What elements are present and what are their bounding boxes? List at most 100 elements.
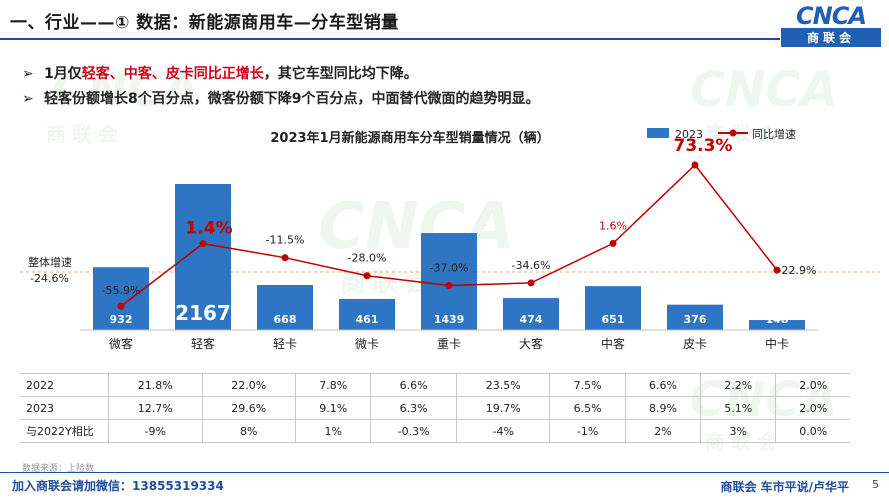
bar-label: 148 bbox=[766, 313, 789, 326]
bar-label: 474 bbox=[520, 313, 543, 326]
bar-7 bbox=[667, 304, 723, 330]
watermark-mark: CNCA bbox=[52, 62, 200, 118]
x-tick-label: 轻客 bbox=[191, 336, 215, 351]
logo-text: 商联会 bbox=[781, 28, 881, 47]
row-label: 2023 bbox=[20, 396, 109, 420]
footer-contact: 加入商联会请加微信：13855319334 bbox=[12, 479, 224, 493]
bar-0 bbox=[93, 267, 149, 330]
x-tick-label: 重卡 bbox=[437, 337, 461, 351]
footer-divider bbox=[0, 472, 889, 473]
growth-point bbox=[199, 240, 207, 248]
table-cell: 2.0% bbox=[775, 373, 850, 397]
bar-label: 932 bbox=[110, 313, 133, 326]
table-cell: 29.6% bbox=[201, 396, 296, 420]
x-tick-label: 轻卡 bbox=[273, 337, 297, 351]
bar-3 bbox=[339, 298, 395, 330]
table-cell: 3% bbox=[700, 419, 776, 443]
growth-label: -28.0% bbox=[348, 252, 387, 265]
growth-point bbox=[281, 254, 289, 262]
growth-label: 1.4% bbox=[185, 219, 232, 239]
data-source: 数据来源：上险数 bbox=[22, 464, 95, 474]
table-cell: -1% bbox=[549, 419, 626, 443]
growth-label: -34.6% bbox=[512, 259, 551, 272]
bar-label: 651 bbox=[602, 313, 625, 326]
x-tick-label: 皮卡 bbox=[683, 337, 707, 351]
table-cell: 9.1% bbox=[295, 396, 371, 420]
table-cell: 2% bbox=[624, 419, 701, 443]
row-label: 与2022Y相比 bbox=[20, 419, 109, 443]
growth-point bbox=[527, 279, 535, 287]
legend-bar-swatch bbox=[647, 128, 669, 138]
growth-point bbox=[691, 161, 699, 169]
watermark-mark: CNCA bbox=[690, 62, 838, 118]
growth-point bbox=[117, 302, 125, 310]
table-cell: 21.8% bbox=[108, 373, 203, 397]
logo-mark: CNCA bbox=[796, 2, 867, 30]
row-label: 2022 bbox=[20, 373, 109, 397]
bullet-highlight: 轻客、中客、皮卡同比正增长 bbox=[81, 66, 264, 82]
table-cell: 2.0% bbox=[775, 396, 850, 420]
x-tick-label: 中客 bbox=[601, 336, 625, 351]
bar-8 bbox=[749, 320, 805, 330]
legend-label: 同比增速 bbox=[752, 127, 796, 141]
share-table: 2022 21.8% 22.0% 7.8% 6.6% 23.5% 7.5% 6.6% 2.2% 2… bbox=[20, 373, 850, 443]
title-divider bbox=[0, 38, 780, 40]
bullet-arrow-icon: ➢ bbox=[22, 66, 34, 82]
table-row: 2022 21.8% 22.0% 7.8% 6.6% 23.5% 7.5% 6.6% 2.2% 2… bbox=[20, 373, 850, 397]
bar-label: 1439 bbox=[434, 313, 465, 326]
reference-label: 整体增速 bbox=[28, 255, 72, 269]
bar-2 bbox=[257, 284, 313, 330]
table-cell: 19.7% bbox=[455, 396, 550, 420]
table-cell: 5.1% bbox=[700, 396, 776, 420]
bullet-text: 轻客份额增长8个百分点，微客份额下降9个百分点，中面替代微面的趋势明显。 bbox=[44, 91, 540, 107]
bullet-arrow-icon: ➢ bbox=[22, 91, 34, 107]
legend-line-marker bbox=[729, 129, 737, 137]
table-cell: 12.7% bbox=[108, 396, 203, 420]
table-cell: -9% bbox=[108, 419, 203, 443]
bullet-text: 1月仅 bbox=[44, 66, 82, 82]
bar-6 bbox=[585, 286, 641, 330]
table-cell: 6.6% bbox=[370, 373, 457, 397]
table-cell: 7.8% bbox=[295, 373, 371, 397]
reference-group: 整体增速 -24.6% bbox=[20, 255, 880, 285]
sales-chart: 2023年1月新能源商用车分车型销量情况（辆） 2023 同比增速 整体增速 -… bbox=[20, 127, 880, 351]
growth-point bbox=[609, 239, 617, 247]
table-cell: 7.5% bbox=[549, 373, 626, 397]
table-cell: 2.2% bbox=[700, 373, 776, 397]
bar-5 bbox=[503, 298, 559, 330]
bullet-item: ➢ 轻客份额增长8个百分点，微客份额下降9个百分点，中面替代微面的趋势明显。 bbox=[22, 87, 539, 112]
chart-title: 2023年1月新能源商用车分车型销量情况（辆） bbox=[270, 130, 549, 146]
growth-label: -55.9% bbox=[102, 284, 141, 297]
table-cell: 23.5% bbox=[455, 373, 550, 397]
page-title: 一、行业——① 数据：新能源商用车—分车型销量 bbox=[10, 13, 399, 33]
growth-label: 1.6% bbox=[599, 219, 627, 232]
bar-label: 376 bbox=[684, 313, 707, 326]
watermark-text: 商联会 bbox=[46, 122, 124, 146]
watermark-mark: CNCA bbox=[318, 190, 516, 264]
bar-label: 461 bbox=[356, 313, 379, 326]
x-tick-label: 微卡 bbox=[355, 337, 379, 351]
growth-label: -11.5% bbox=[266, 234, 305, 247]
table-cell: 22.0% bbox=[201, 373, 296, 397]
reference-value: -24.6% bbox=[30, 272, 69, 285]
table-cell: 6.5% bbox=[549, 396, 626, 420]
table-row: 2023 12.7% 29.6% 9.1% 6.3% 19.7% 6.5% 8.9% 5.1% 2… bbox=[20, 396, 850, 420]
chart-legend: 2023 同比增速 bbox=[647, 127, 796, 141]
table-cell: -0.3% bbox=[370, 419, 457, 443]
growth-label: 73.3% bbox=[674, 136, 733, 156]
x-tick-label: 大客 bbox=[519, 336, 543, 351]
bullet-item: ➢ 1月仅轻客、中客、皮卡同比正增长，其它车型同比均下降。 bbox=[22, 62, 539, 87]
cnca-logo: CNCA 商联会 bbox=[781, 2, 881, 47]
table-cell: 8.9% bbox=[624, 396, 701, 420]
legend-label: 2023 bbox=[675, 128, 703, 141]
bar-label: 668 bbox=[274, 313, 297, 326]
table-cell: -4% bbox=[455, 419, 550, 443]
growth-point bbox=[445, 282, 453, 290]
bullet-text: ，其它车型同比均下降。 bbox=[263, 66, 418, 82]
growth-point bbox=[773, 266, 781, 274]
bar-4 bbox=[421, 233, 477, 330]
table-row: 与2022Y相比 -9% 8% 1% -0.3% -4% -1% 2% 3% 0.0% bbox=[20, 419, 850, 443]
growth-label: -37.0% bbox=[430, 262, 469, 275]
x-tick-label: 微客 bbox=[109, 336, 133, 351]
table-cell: 0.0% bbox=[775, 419, 850, 443]
